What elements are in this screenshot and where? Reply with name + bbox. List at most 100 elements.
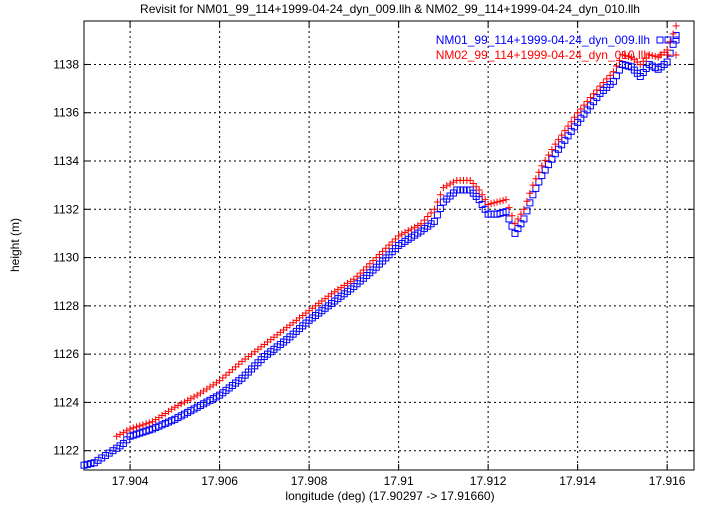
y-tick-label: 1134 bbox=[53, 154, 79, 168]
data-point bbox=[523, 197, 531, 205]
data-point bbox=[129, 424, 137, 432]
data-point bbox=[567, 118, 575, 126]
data-point bbox=[624, 52, 632, 60]
data-point bbox=[541, 156, 549, 164]
data-point bbox=[398, 230, 406, 238]
data-point bbox=[551, 140, 559, 148]
data-point bbox=[98, 454, 106, 462]
data-point bbox=[433, 211, 441, 219]
data-point bbox=[388, 238, 396, 246]
data-point bbox=[379, 247, 387, 255]
data-point bbox=[174, 402, 182, 410]
data-point bbox=[574, 109, 582, 117]
data-point bbox=[436, 191, 444, 199]
plot-area bbox=[80, 22, 680, 469]
data-point bbox=[356, 269, 364, 277]
data-point bbox=[558, 131, 566, 139]
data-point bbox=[577, 105, 585, 113]
data-point bbox=[496, 197, 504, 205]
data-point bbox=[407, 225, 415, 233]
x-tick-label: 17.908 bbox=[291, 474, 328, 488]
data-point bbox=[417, 220, 425, 228]
series-2 bbox=[113, 22, 680, 440]
chart-title: Revisit for NM01_99_114+1999-04-24_dyn_0… bbox=[140, 2, 640, 16]
legend-marker bbox=[664, 51, 672, 59]
data-point bbox=[366, 260, 374, 268]
data-point bbox=[502, 196, 510, 204]
data-point bbox=[424, 213, 432, 221]
data-point bbox=[126, 425, 134, 433]
data-point bbox=[612, 72, 620, 80]
data-point bbox=[535, 178, 543, 186]
data-point bbox=[449, 178, 457, 186]
legend-label: NM02_99_114+1999-04-24_dyn_010.llh bbox=[436, 48, 650, 62]
data-point bbox=[517, 210, 525, 218]
data-point bbox=[113, 432, 121, 440]
data-point bbox=[105, 449, 113, 457]
data-point bbox=[177, 400, 185, 408]
data-point bbox=[672, 22, 680, 30]
data-point bbox=[493, 198, 501, 206]
data-point bbox=[359, 266, 367, 274]
data-point bbox=[505, 215, 513, 223]
data-point bbox=[548, 146, 556, 154]
x-axis-label: longitude (deg) (17.90297 -> 17.91660) bbox=[285, 489, 494, 503]
x-tick-label: 17.916 bbox=[649, 474, 686, 488]
data-point bbox=[606, 71, 614, 79]
data-point bbox=[532, 184, 540, 192]
data-point bbox=[439, 184, 447, 192]
data-point bbox=[609, 68, 617, 76]
data-point bbox=[666, 38, 674, 46]
data-point bbox=[171, 403, 179, 411]
data-point bbox=[639, 57, 647, 65]
data-point bbox=[481, 196, 489, 204]
legend-marker bbox=[656, 36, 664, 44]
data-point bbox=[145, 419, 153, 427]
data-point bbox=[603, 75, 611, 83]
data-point bbox=[475, 186, 483, 194]
data-point bbox=[375, 250, 383, 258]
data-point bbox=[119, 429, 127, 437]
y-tick-label: 1130 bbox=[53, 251, 79, 265]
data-point bbox=[532, 175, 540, 183]
legend-marker bbox=[656, 51, 664, 59]
legend-marker bbox=[672, 36, 680, 44]
data-point bbox=[484, 200, 492, 208]
data-point bbox=[353, 272, 361, 280]
data-point bbox=[472, 183, 480, 191]
data-point bbox=[669, 30, 677, 38]
data-point bbox=[596, 82, 604, 90]
data-point bbox=[430, 205, 438, 213]
data-point bbox=[414, 221, 422, 229]
data-point bbox=[545, 151, 553, 159]
data-point bbox=[427, 209, 435, 217]
data-point bbox=[436, 204, 444, 212]
y-tick-label: 1128 bbox=[53, 299, 79, 313]
data-point bbox=[648, 52, 656, 60]
x-tick-label: 17.912 bbox=[470, 474, 507, 488]
legend-marker bbox=[672, 51, 680, 59]
data-point bbox=[411, 223, 419, 231]
data-point bbox=[350, 275, 358, 283]
data-point bbox=[433, 198, 441, 206]
y-tick-label: 1122 bbox=[53, 444, 79, 458]
data-point bbox=[502, 208, 510, 216]
data-point bbox=[478, 191, 486, 199]
data-point bbox=[490, 199, 498, 207]
data-point bbox=[90, 459, 98, 467]
data-point bbox=[538, 162, 546, 170]
data-point bbox=[469, 180, 477, 188]
data-point bbox=[443, 182, 451, 190]
data-point bbox=[564, 122, 572, 130]
data-point bbox=[190, 393, 198, 401]
data-point bbox=[109, 447, 117, 455]
data-point bbox=[184, 396, 192, 404]
series-1 bbox=[80, 31, 680, 469]
data-point bbox=[636, 60, 644, 68]
x-tick-label: 17.904 bbox=[112, 474, 149, 488]
y-tick-label: 1138 bbox=[53, 57, 79, 71]
data-point bbox=[363, 263, 371, 271]
data-point bbox=[508, 212, 516, 220]
data-point bbox=[520, 205, 528, 213]
